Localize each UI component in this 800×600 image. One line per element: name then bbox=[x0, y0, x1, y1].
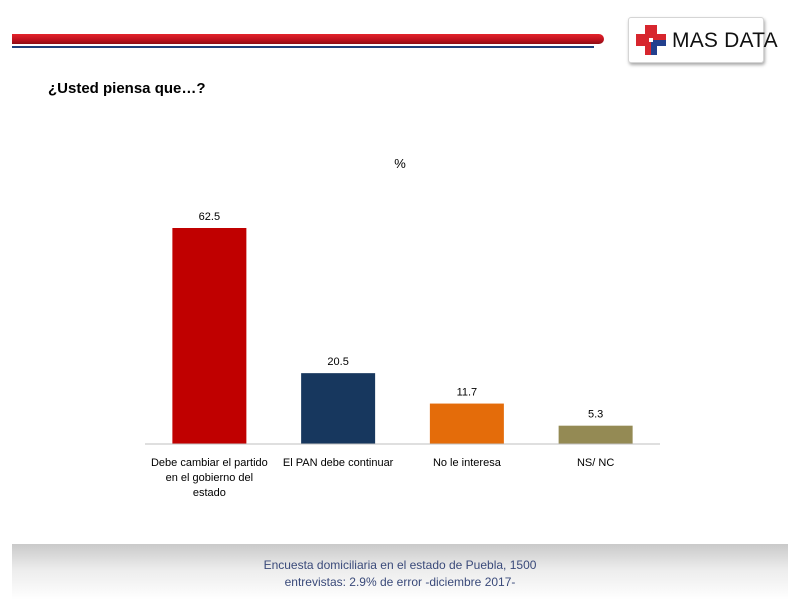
data-label-1: 62.5 bbox=[199, 211, 220, 223]
bar-1 bbox=[172, 228, 247, 444]
category-label-line: El PAN debe continuar bbox=[283, 457, 394, 469]
bar-3 bbox=[429, 403, 504, 444]
bar-4 bbox=[558, 425, 633, 444]
question-title: ¿Usted piensa que…? bbox=[48, 80, 206, 97]
header-red-bar bbox=[12, 34, 604, 44]
data-label-4: 5.3 bbox=[588, 409, 603, 421]
footer-text: Encuesta domiciliaria en el estado de Pu… bbox=[12, 557, 788, 591]
category-label-line: No le interesa bbox=[433, 457, 502, 469]
category-label-line: estado bbox=[193, 487, 226, 499]
footer-line-2: entrevistas: 2.9% de error -diciembre 20… bbox=[284, 575, 516, 589]
category-label-line: NS/ NC bbox=[577, 457, 614, 469]
mas-data-logo: MAS DATA bbox=[628, 17, 778, 63]
data-label-3: 11.7 bbox=[457, 387, 478, 399]
category-label-1: Debe cambiar el partido en el gobierno de… bbox=[151, 457, 268, 499]
bar-2 bbox=[301, 373, 376, 444]
category-label-3: No le interesa bbox=[433, 457, 502, 469]
category-label-4: NS/ NC bbox=[577, 457, 614, 469]
data-label-2: 20.5 bbox=[327, 356, 348, 368]
category-label-line: Debe cambiar el partido bbox=[151, 457, 268, 469]
header-blue-line bbox=[12, 46, 594, 48]
logo-text: MAS DATA bbox=[672, 29, 778, 52]
category-label-line: en el gobierno del bbox=[166, 472, 253, 484]
footer-line-1: Encuesta domiciliaria en el estado de Pu… bbox=[263, 558, 537, 572]
medical-cross-icon bbox=[636, 25, 666, 55]
footer-band: Encuesta domiciliaria en el estado de Pu… bbox=[12, 544, 788, 600]
category-label-2: El PAN debe continuar bbox=[283, 457, 394, 469]
bar-chart: % 62.5 Debe cambiar el partido en el gobier… bbox=[145, 156, 660, 499]
chart-title: % bbox=[394, 156, 406, 171]
